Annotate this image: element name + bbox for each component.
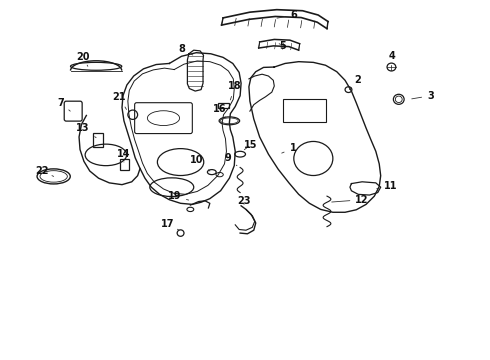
Text: 20: 20: [76, 52, 90, 66]
Bar: [283, 99, 326, 122]
Text: 7: 7: [57, 98, 70, 111]
Bar: [218, 103, 229, 108]
Text: 17: 17: [161, 219, 179, 230]
Text: 10: 10: [191, 155, 210, 171]
Text: 1: 1: [282, 143, 296, 153]
Text: 11: 11: [377, 181, 397, 192]
Text: 4: 4: [389, 51, 396, 67]
Text: 14: 14: [117, 149, 131, 162]
Text: 6: 6: [277, 10, 297, 20]
Bar: [120, 159, 129, 170]
Text: 15: 15: [244, 140, 258, 150]
Bar: [93, 133, 102, 147]
Text: 5: 5: [279, 41, 287, 50]
Text: 21: 21: [112, 92, 126, 109]
Text: 13: 13: [76, 123, 96, 138]
Text: 8: 8: [178, 44, 193, 55]
Text: 9: 9: [224, 153, 237, 166]
Text: 2: 2: [349, 75, 361, 90]
Text: 22: 22: [36, 166, 54, 176]
Text: 19: 19: [168, 191, 189, 201]
Text: 18: 18: [228, 81, 242, 100]
Text: 23: 23: [237, 196, 251, 206]
Text: 16: 16: [213, 104, 226, 117]
Text: 12: 12: [332, 195, 369, 205]
Text: 3: 3: [412, 91, 434, 101]
